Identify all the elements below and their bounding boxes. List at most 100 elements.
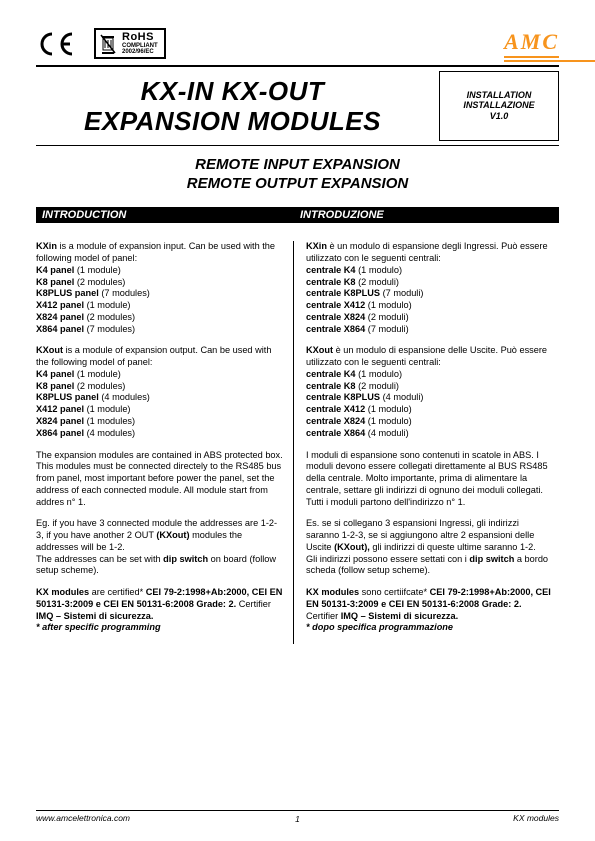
it-kxin-text: è un modulo di espansione degli Ingressi… (306, 241, 548, 263)
list-item-value: (1 module) (84, 300, 130, 310)
footer-page-number: 1 (36, 814, 559, 824)
list-item-value: (1 modulo) (356, 369, 402, 379)
list-item-value: (1 module) (74, 369, 120, 379)
header-top-row: RoHS COMPLIANT 2002/96/EC AMC (36, 28, 559, 59)
list-item-value: (4 modules) (99, 392, 150, 402)
section-header-left: INTRODUCTION (36, 207, 294, 223)
en-kxin-intro: KXin is a module of expansion input. Can… (36, 241, 283, 335)
en-p6e: IMQ – Sistemi di sicurezza. (36, 611, 153, 621)
it-kxin-intro: KXin è un modulo di espansione degli Ing… (306, 241, 553, 335)
list-item-label: X412 panel (36, 300, 84, 310)
list-item-label: X824 panel (36, 312, 84, 322)
en-p5b: dip switch (163, 554, 208, 564)
list-item-value: (7 moduli) (380, 288, 423, 298)
section-header-right: INTRODUZIONE (294, 207, 559, 223)
list-item-value: (1 module) (84, 404, 130, 414)
list-item-label: centrale K8PLUS (306, 392, 380, 402)
list-item-value: (4 moduli) (380, 392, 423, 402)
en-p6a: KX modules (36, 587, 89, 597)
en-kxin-label: KXin (36, 241, 57, 251)
rule-under-title (36, 145, 559, 146)
it-p6e: IMQ – Sistemi di sicurezza. (341, 611, 458, 621)
ce-mark-icon (36, 30, 76, 58)
install-l1: INSTALLATION (467, 90, 532, 101)
rohs-badge: RoHS COMPLIANT 2002/96/EC (94, 28, 166, 59)
rohs-line1: RoHS (122, 32, 158, 43)
subtitle: REMOTE INPUT EXPANSION REMOTE OUTPUT EXP… (36, 156, 559, 194)
it-p6d: Certifier (306, 611, 341, 621)
title-line2: EXPANSION MODULES (36, 107, 429, 137)
list-item-label: centrale X864 (306, 428, 365, 438)
en-cert: KX modules are certified* CEI 79-2:1998+… (36, 587, 283, 634)
it-p3: I moduli di espansione sono contenuti in… (306, 450, 553, 509)
en-p6b: are certified* (89, 587, 146, 597)
list-item-value: (1 modulo) (365, 404, 411, 414)
list-item-value: (4 modules) (84, 428, 135, 438)
list-item-value: (4 moduli) (365, 428, 408, 438)
list-item-value: (1 modulo) (365, 416, 411, 426)
list-item-value: (7 modules) (84, 324, 135, 334)
list-item-label: K4 panel (36, 265, 74, 275)
list-item-value: (7 modules) (99, 288, 150, 298)
rule-top (36, 65, 559, 67)
it-p5b: dip switch (469, 554, 514, 564)
subtitle-l1: REMOTE INPUT EXPANSION (36, 156, 559, 175)
page: RoHS COMPLIANT 2002/96/EC AMC KX-IN KX-O… (0, 0, 595, 841)
footer: www.amcelettronica.com KX modules 1 (36, 810, 559, 823)
rohs-text: RoHS COMPLIANT 2002/96/EC (122, 32, 158, 55)
list-item-label: K8PLUS panel (36, 288, 99, 298)
en-kxin-text: is a module of expansion input. Can be u… (36, 241, 275, 263)
title-block: KX-IN KX-OUT EXPANSION MODULES INSTALLAT… (36, 71, 559, 141)
list-item-label: centrale K8PLUS (306, 288, 380, 298)
it-p4b: (KXout), (334, 542, 370, 552)
list-item-value: (1 modules) (84, 416, 135, 426)
footer-rule (36, 810, 559, 811)
list-item-label: centrale K4 (306, 369, 356, 379)
it-p4: Es. se si collegano 3 espansioni Ingress… (306, 518, 553, 577)
list-item-value: (1 modulo) (356, 265, 402, 275)
it-p6b: sono certiifcate* (359, 587, 429, 597)
list-item-label: X824 panel (36, 416, 84, 426)
list-item-label: centrale X824 (306, 416, 365, 426)
title-line1: KX-IN KX-OUT (36, 77, 429, 107)
list-item-label: centrale X864 (306, 324, 365, 334)
list-item-value: (2 modules) (74, 277, 125, 287)
rohs-line3: 2002/96/EC (122, 49, 158, 55)
it-kxout-intro: KXout è un modulo di espansione delle Us… (306, 345, 553, 439)
en-p6d: Certifier (236, 599, 271, 609)
list-item-label: K4 panel (36, 369, 74, 379)
it-kxout-label: KXout (306, 345, 333, 355)
en-p5a: The addresses can be set with (36, 554, 163, 564)
list-item-label: centrale K8 (306, 381, 356, 391)
installation-box: INSTALLATION INSTALLAZIONE V1.0 (439, 71, 559, 141)
en-p4b: (KXout) (156, 530, 189, 540)
list-item-value: (2 moduli) (356, 381, 399, 391)
list-item-value: (2 moduli) (365, 312, 408, 322)
install-l2: INSTALLAZIONE (463, 100, 534, 111)
en-p3: The expansion modules are contained in A… (36, 450, 283, 509)
weee-bin-icon (100, 33, 116, 55)
list-item-label: K8 panel (36, 381, 74, 391)
en-p6f: * after specific programming (36, 622, 161, 632)
list-item-label: centrale K4 (306, 265, 356, 275)
list-item-value: (1 module) (74, 265, 120, 275)
install-l3: V1.0 (490, 111, 509, 122)
it-cert: KX modules sono certiifcate* CEI 79-2:19… (306, 587, 553, 634)
list-item-label: K8 panel (36, 277, 74, 287)
subtitle-l2: REMOTE OUTPUT EXPANSION (36, 175, 559, 194)
list-item-label: centrale K8 (306, 277, 356, 287)
list-item-value: (2 modules) (84, 312, 135, 322)
list-item-label: K8PLUS panel (36, 392, 99, 402)
list-item-label: centrale X412 (306, 404, 365, 414)
main-title: KX-IN KX-OUT EXPANSION MODULES (36, 71, 429, 141)
list-item-value: (2 moduli) (356, 277, 399, 287)
body-columns: KXin is a module of expansion input. Can… (36, 241, 559, 644)
column-english: KXin is a module of expansion input. Can… (36, 241, 294, 644)
list-item-label: centrale X412 (306, 300, 365, 310)
en-kxout-intro: KXout is a module of expansion output. C… (36, 345, 283, 439)
list-item-label: X864 panel (36, 324, 84, 334)
amc-logo: AMC (504, 29, 559, 58)
list-item-label: X864 panel (36, 428, 84, 438)
en-kxout-text: is a module of expansion output. Can be … (36, 345, 271, 367)
en-p4: Eg. if you have 3 connected module the a… (36, 518, 283, 577)
